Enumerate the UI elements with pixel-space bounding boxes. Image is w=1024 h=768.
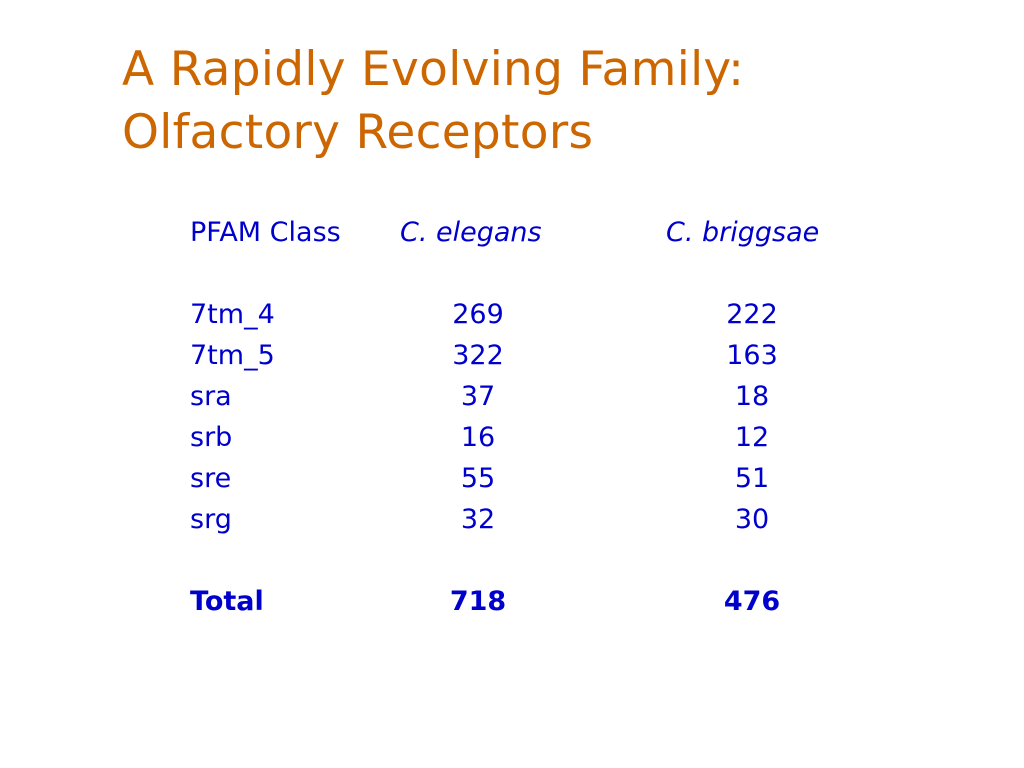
row-c-briggsae-count: 18 (734, 381, 770, 412)
total-c-elegans: 718 (449, 586, 507, 617)
row-c-briggsae-count: 51 (734, 463, 770, 494)
header-c-briggsae: C. briggsae (666, 217, 820, 248)
row-class: sre (190, 463, 232, 494)
row-c-briggsae-count: 30 (734, 504, 770, 535)
total-label: Total (190, 586, 264, 617)
row-c-elegans-count: 269 (452, 299, 504, 330)
row-c-elegans-count: 32 (460, 504, 496, 535)
slide-title: A Rapidly Evolving Family: Olfactory Rec… (122, 38, 744, 164)
row-c-elegans-count: 322 (452, 340, 504, 371)
slide-title-line-2: Olfactory Receptors (122, 105, 594, 160)
row-c-elegans-count: 37 (460, 381, 496, 412)
header-c-elegans: C. elegans (400, 217, 542, 248)
row-class: srg (190, 504, 232, 535)
header-pfam-class: PFAM Class (190, 217, 341, 248)
row-class: 7tm_4 (190, 299, 275, 330)
row-c-briggsae-count: 222 (726, 299, 778, 330)
row-c-elegans-count: 16 (460, 422, 496, 453)
row-c-briggsae-count: 163 (726, 340, 778, 371)
row-class: sra (190, 381, 232, 412)
row-c-elegans-count: 55 (460, 463, 496, 494)
row-class: 7tm_5 (190, 340, 275, 371)
slide-title-line-1: A Rapidly Evolving Family: (122, 42, 745, 97)
row-c-briggsae-count: 12 (734, 422, 770, 453)
row-class: srb (190, 422, 233, 453)
total-c-briggsae: 476 (723, 586, 781, 617)
